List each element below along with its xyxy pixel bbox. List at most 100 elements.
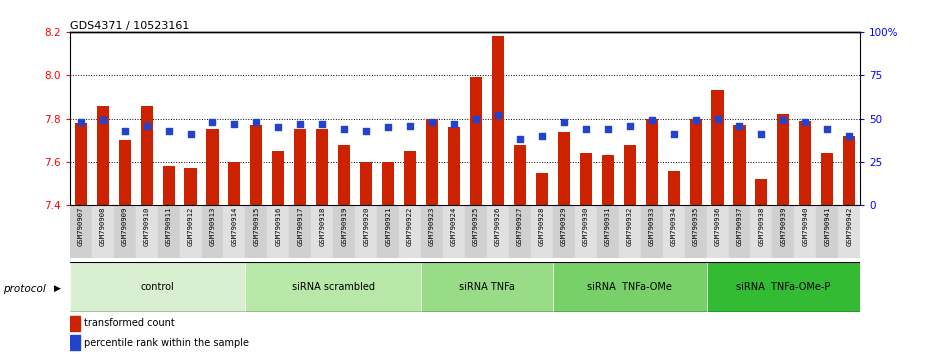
Bar — [645, 119, 658, 205]
Text: GSM790938: GSM790938 — [759, 206, 764, 246]
Bar — [755, 179, 767, 205]
Point — [315, 121, 330, 127]
Point — [425, 119, 440, 125]
Text: GSM790932: GSM790932 — [627, 206, 632, 246]
Text: GSM790928: GSM790928 — [538, 206, 545, 246]
Text: GSM790935: GSM790935 — [693, 206, 698, 246]
Point — [95, 118, 110, 123]
Bar — [399, 205, 421, 258]
Bar — [246, 262, 421, 312]
Point — [469, 116, 484, 121]
Bar — [492, 36, 504, 205]
Bar — [514, 145, 526, 205]
Point — [600, 126, 615, 132]
Text: GSM790917: GSM790917 — [298, 206, 303, 246]
Text: GSM790942: GSM790942 — [846, 206, 852, 246]
Bar — [821, 153, 833, 205]
Text: GSM790910: GSM790910 — [143, 206, 150, 246]
Bar — [421, 262, 552, 312]
Bar — [707, 262, 860, 312]
Text: GDS4371 / 10523161: GDS4371 / 10523161 — [70, 21, 189, 31]
Point — [754, 131, 769, 137]
Text: GSM790919: GSM790919 — [341, 206, 347, 246]
Bar — [575, 205, 597, 258]
Point — [380, 125, 395, 130]
Point — [556, 119, 571, 125]
Text: ▶: ▶ — [54, 284, 60, 293]
Bar — [777, 114, 790, 205]
Bar — [355, 205, 378, 258]
Bar — [333, 205, 355, 258]
Bar — [684, 205, 707, 258]
Text: GSM790924: GSM790924 — [451, 206, 457, 246]
Text: GSM790921: GSM790921 — [385, 206, 392, 246]
Bar — [707, 205, 728, 258]
Point — [403, 123, 418, 129]
Text: siRNA  TNFa-OMe-P: siRNA TNFa-OMe-P — [737, 282, 830, 292]
Bar — [799, 121, 811, 205]
Bar — [272, 151, 285, 205]
Text: siRNA  TNFa-OMe: siRNA TNFa-OMe — [587, 282, 672, 292]
Bar — [294, 130, 306, 205]
Point — [711, 116, 725, 121]
Point — [622, 123, 637, 129]
Bar — [378, 205, 399, 258]
Text: GSM790913: GSM790913 — [209, 206, 216, 246]
Text: siRNA TNFa: siRNA TNFa — [459, 282, 515, 292]
Bar — [312, 205, 333, 258]
Point — [73, 119, 88, 125]
Bar — [470, 78, 482, 205]
Bar — [558, 132, 570, 205]
Text: GSM790920: GSM790920 — [364, 206, 369, 246]
Point — [798, 119, 813, 125]
Bar — [552, 262, 707, 312]
Bar — [70, 205, 92, 258]
Point — [183, 131, 198, 137]
Bar — [773, 205, 794, 258]
Text: GSM790918: GSM790918 — [319, 206, 325, 246]
Text: GSM790940: GSM790940 — [803, 206, 808, 246]
Point — [140, 123, 154, 129]
Bar — [136, 205, 157, 258]
Text: GSM790915: GSM790915 — [253, 206, 259, 246]
Bar — [465, 205, 487, 258]
Bar — [751, 205, 773, 258]
Bar — [163, 166, 175, 205]
Bar — [113, 205, 136, 258]
Point — [205, 119, 219, 125]
Bar — [202, 205, 223, 258]
Point — [512, 137, 527, 142]
Text: GSM790941: GSM790941 — [824, 206, 830, 246]
Bar — [229, 162, 241, 205]
Text: GSM790916: GSM790916 — [275, 206, 282, 246]
Bar — [184, 169, 196, 205]
Point — [732, 123, 747, 129]
Text: GSM790925: GSM790925 — [473, 206, 479, 246]
Bar — [641, 205, 662, 258]
Point — [688, 118, 703, 123]
Bar — [119, 140, 131, 205]
Text: GSM790923: GSM790923 — [429, 206, 435, 246]
Text: transformed count: transformed count — [84, 318, 175, 329]
Bar — [250, 125, 262, 205]
Bar — [597, 205, 618, 258]
Point — [337, 126, 352, 132]
Bar — [602, 155, 614, 205]
Text: GSM790929: GSM790929 — [561, 206, 566, 246]
Text: control: control — [140, 282, 175, 292]
Bar — [421, 205, 443, 258]
Bar — [734, 125, 746, 205]
Point — [249, 119, 264, 125]
Bar — [728, 205, 751, 258]
Bar — [579, 153, 591, 205]
Bar — [844, 136, 856, 205]
Text: GSM790908: GSM790908 — [100, 206, 106, 246]
Point — [666, 131, 681, 137]
Bar — [487, 205, 509, 258]
Point — [359, 128, 374, 133]
Bar — [794, 205, 817, 258]
Bar — [246, 205, 267, 258]
Bar — [360, 162, 372, 205]
Text: siRNA scrambled: siRNA scrambled — [292, 282, 375, 292]
Bar — [382, 162, 394, 205]
